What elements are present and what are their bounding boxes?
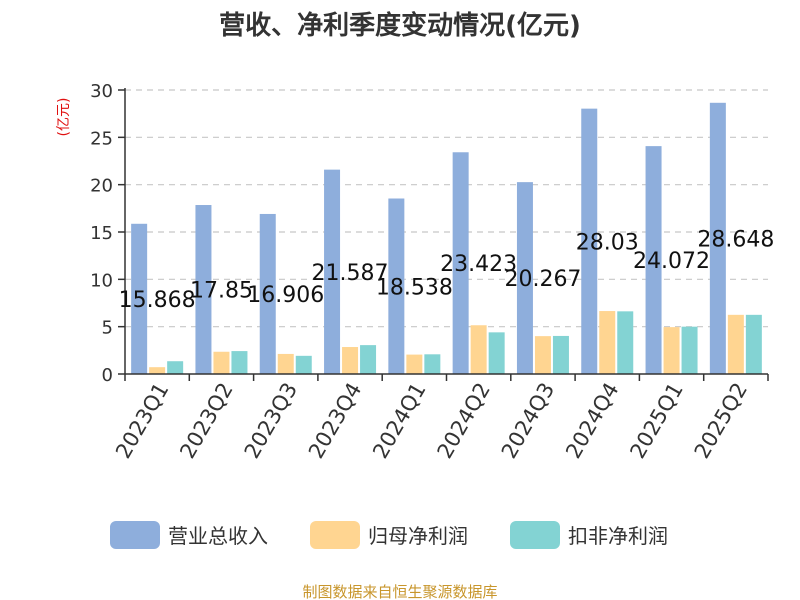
bar-2024Q3-1 (534, 336, 551, 374)
data-label: 21.587 (312, 261, 389, 286)
legend-item[interactable]: 营业总收入 (110, 521, 268, 549)
bar-2025Q2-0 (709, 102, 726, 374)
bar-2025Q1-2 (681, 326, 698, 374)
bar-2024Q3-0 (516, 182, 533, 374)
y-tick-label: 0 (102, 365, 113, 386)
bar-2023Q3-1 (277, 353, 294, 374)
legend-label: 营业总收入 (168, 524, 268, 548)
x-tick-label: 2024Q1 (368, 379, 430, 463)
bar-2023Q4-2 (360, 345, 377, 374)
bar-2024Q2-2 (488, 332, 505, 374)
legend-label: 扣非净利润 (568, 524, 668, 548)
data-label: 24.072 (633, 249, 710, 274)
bar-2024Q2-0 (452, 152, 469, 374)
bar-2024Q3-2 (552, 335, 569, 374)
x-axis-ticks: 2023Q1 2023Q2 2023Q3 2023Q4 2024Q1 2024Q2 2024… (111, 379, 752, 463)
bar-2023Q1-1 (149, 367, 166, 374)
bar-2023Q3-0 (259, 213, 276, 374)
bar-2024Q4-1 (599, 311, 616, 374)
bar-2024Q4-2 (617, 311, 634, 374)
source-note: 制图数据来自恒生聚源数据库 (302, 583, 497, 600)
bar-2024Q2-1 (470, 325, 487, 374)
bar-2023Q3-2 (295, 355, 312, 374)
y-tick-label: 20 (90, 176, 113, 197)
data-label: 28.03 (576, 230, 639, 255)
legend-item[interactable]: 扣非净利润 (510, 521, 668, 549)
gridlines (125, 89, 768, 328)
data-label: 23.423 (440, 252, 517, 277)
bars (131, 102, 762, 375)
x-tick-label: 2025Q2 (690, 379, 752, 463)
bar-2023Q1-0 (131, 223, 148, 374)
legend[interactable]: 营业总收入 归母净利润 扣非净利润 (110, 521, 668, 549)
bar-2023Q2-2 (231, 351, 248, 374)
x-tick-label: 2023Q3 (240, 379, 302, 463)
y-tick-label: 25 (90, 128, 113, 149)
bar-2024Q1-1 (406, 354, 423, 374)
bar-2025Q1-1 (663, 327, 680, 374)
bar-2025Q2-2 (745, 314, 762, 374)
x-axis (124, 88, 769, 381)
legend-swatch (110, 521, 160, 549)
data-label: 28.648 (697, 227, 774, 252)
y-axis-ticks: 0 5 10 15 20 25 30 (90, 81, 125, 386)
x-tick-label: 2023Q2 (175, 379, 237, 463)
legend-item[interactable]: 归母净利润 (310, 521, 468, 549)
x-tick-label: 2024Q4 (561, 379, 623, 463)
bar-2025Q1-0 (645, 146, 662, 374)
bar-2023Q4-1 (342, 347, 359, 374)
x-tick-label: 2023Q1 (111, 379, 173, 463)
y-tick-label: 5 (102, 318, 113, 339)
y-tick-label: 10 (90, 270, 113, 291)
y-tick-label: 30 (90, 81, 113, 102)
data-label: 17.85 (190, 279, 253, 304)
bar-2025Q2-1 (727, 314, 744, 374)
legend-swatch (510, 521, 560, 549)
bar-2024Q4-0 (581, 108, 598, 375)
x-tick-label: 2024Q3 (497, 379, 559, 463)
x-tick-label: 2025Q1 (625, 379, 687, 463)
chart-title: 营收、净利季度变动情况(亿元) (219, 10, 581, 41)
bar-2023Q2-0 (195, 205, 212, 374)
data-label: 18.538 (376, 275, 453, 300)
bar-2024Q1-0 (388, 198, 405, 374)
bar-2023Q1-2 (167, 361, 184, 374)
data-labels: 15.86817.8516.90621.58718.53823.42320.26… (119, 227, 775, 312)
data-label: 20.267 (504, 267, 581, 292)
bar-2024Q1-2 (424, 354, 441, 374)
data-label: 16.906 (247, 283, 324, 308)
x-tick-label: 2024Q2 (433, 379, 495, 463)
x-tick-label: 2023Q4 (304, 379, 366, 463)
y-axis-unit-label: (亿元) (56, 98, 72, 137)
legend-swatch (310, 521, 360, 549)
bar-2023Q4-0 (324, 169, 341, 374)
legend-label: 归母净利润 (368, 524, 468, 548)
bar-2023Q2-1 (213, 351, 230, 374)
y-tick-label: 15 (90, 223, 113, 244)
data-label: 15.868 (119, 288, 196, 313)
